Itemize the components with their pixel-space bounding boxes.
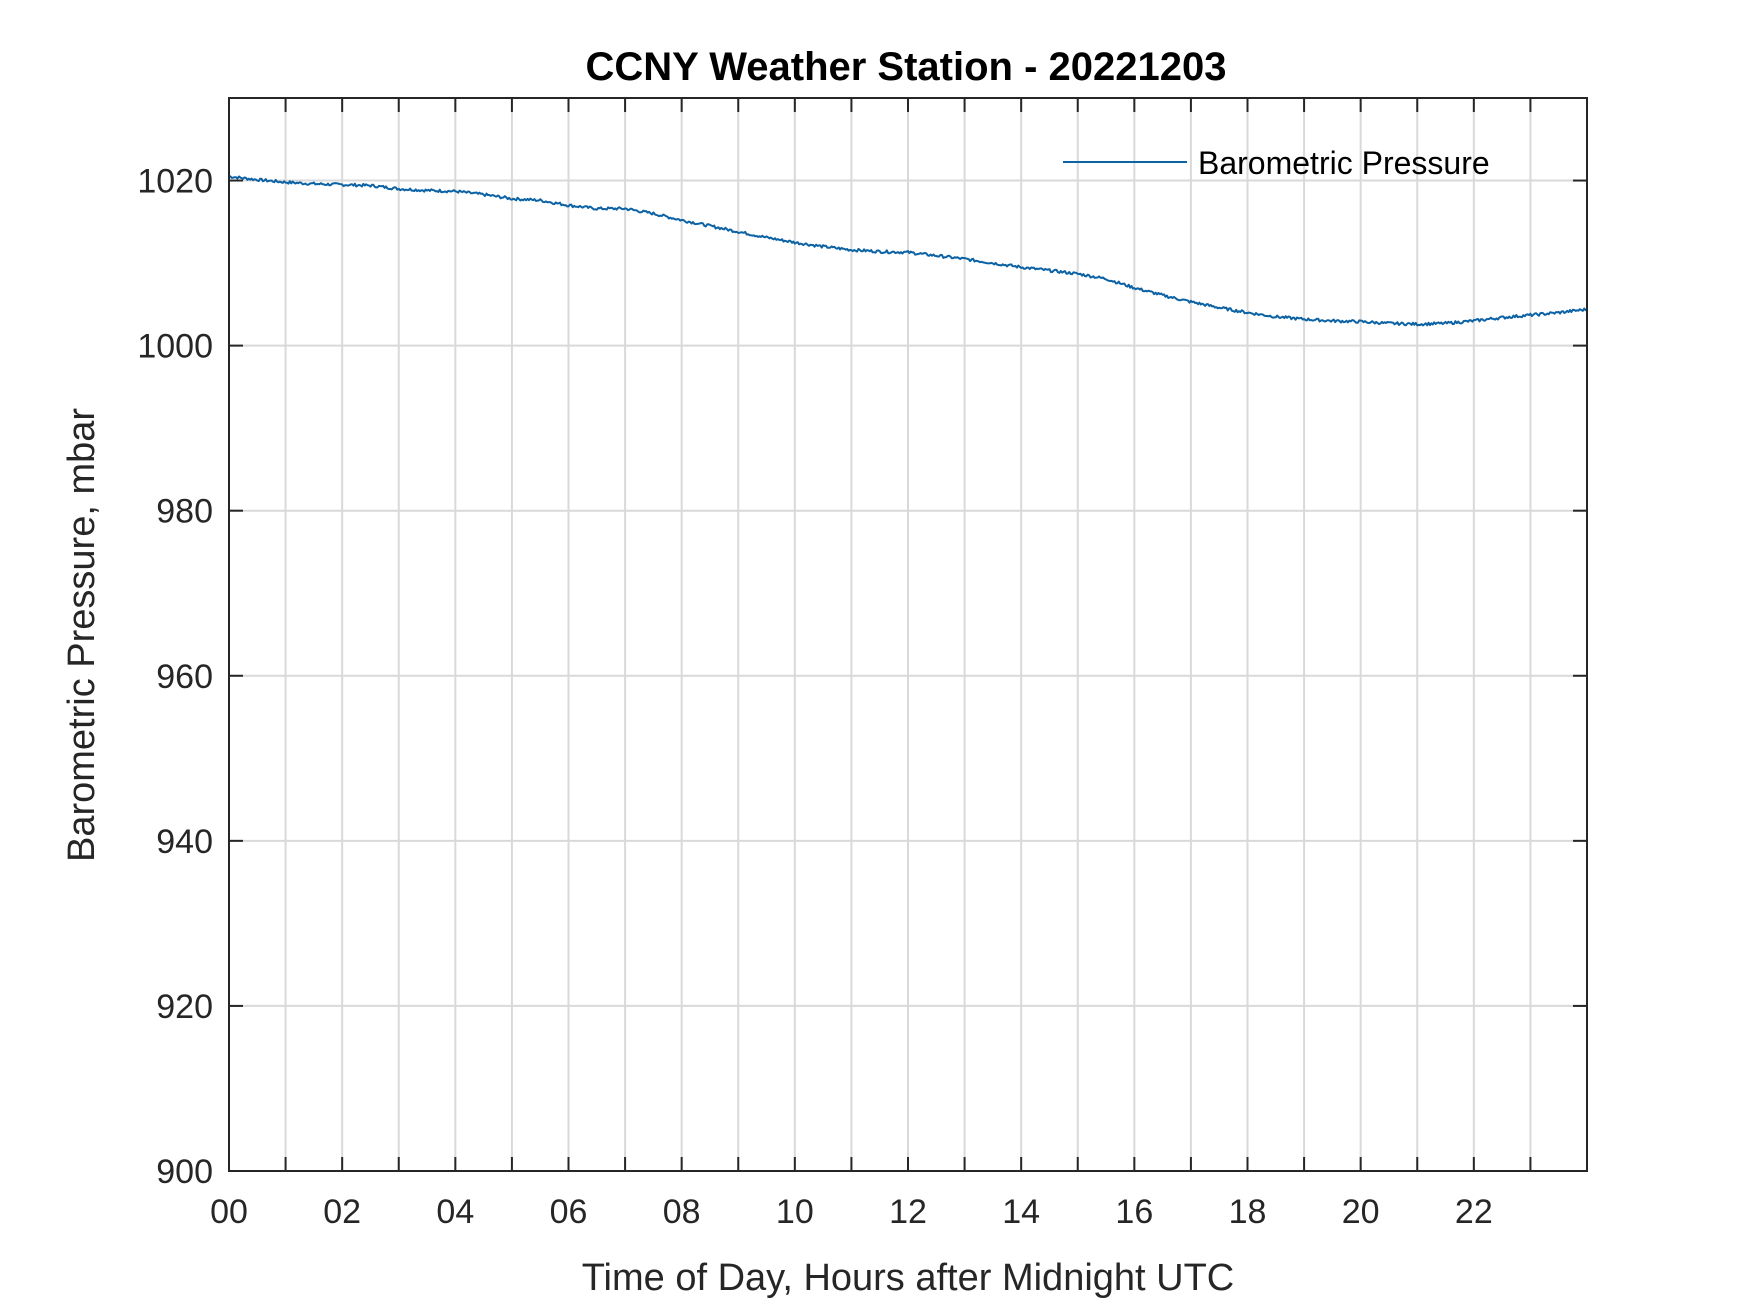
chart-title: CCNY Weather Station - 20221203	[586, 45, 1227, 89]
y-tick-label: 1000	[137, 328, 213, 366]
y-tick-label: 900	[156, 1153, 213, 1191]
x-tick-label: 08	[663, 1193, 701, 1231]
x-tick-labels: 00 02 04 06 08 10 12 14 16 18 20 22	[210, 1193, 1493, 1231]
x-tick-label: 06	[550, 1193, 588, 1231]
y-tick-label: 920	[156, 988, 213, 1026]
x-tick-label: 12	[889, 1193, 927, 1231]
x-tick-label: 20	[1342, 1193, 1380, 1231]
y-tick-labels: 900 920 940 960 980 1000 1020	[137, 163, 213, 1191]
x-tick-label: 02	[323, 1193, 361, 1231]
x-tick-label: 14	[1002, 1193, 1040, 1231]
y-tick-label: 960	[156, 658, 213, 696]
y-axis-label: Barometric Pressure, mbar	[61, 408, 103, 862]
x-tick-label: 16	[1115, 1193, 1153, 1231]
y-tick-label: 1020	[137, 163, 213, 201]
x-axis-label: Time of Day, Hours after Midnight UTC	[582, 1257, 1235, 1299]
y-tick-label: 940	[156, 823, 213, 861]
x-tick-label: 04	[436, 1193, 474, 1231]
plot-area-border	[228, 97, 1588, 1172]
axis-ticks	[229, 98, 1587, 1171]
y-tick-label: 980	[156, 493, 213, 531]
legend: Barometric Pressure	[1063, 145, 1490, 181]
x-tick-label: 00	[210, 1193, 248, 1231]
x-tick-label: 22	[1455, 1193, 1493, 1231]
x-tick-label: 18	[1229, 1193, 1267, 1231]
grid-lines	[229, 98, 1587, 1171]
x-tick-label: 10	[776, 1193, 814, 1231]
series-line-barometric-pressure	[229, 175, 1588, 327]
legend-entry-label: Barometric Pressure	[1198, 145, 1490, 181]
